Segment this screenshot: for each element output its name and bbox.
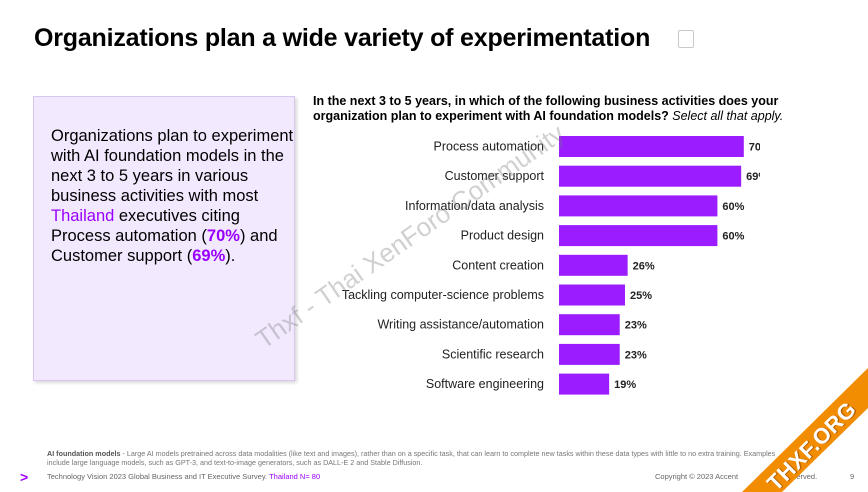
bar — [559, 165, 742, 187]
bar — [559, 314, 620, 336]
value-label: 69% — [746, 171, 760, 183]
summary-pct-1: 70% — [206, 227, 240, 245]
summary-part-1: Organizations plan to experiment with AI… — [51, 127, 294, 205]
summary-part-2: executives citing Process automation ( — [51, 207, 240, 245]
category-label: Tackling computer-science problems — [342, 288, 544, 302]
summary-box — [33, 96, 295, 381]
source-sample: Thailand N= 80 — [269, 472, 321, 481]
bar — [559, 195, 718, 217]
question-italic: Select all that apply. — [668, 109, 784, 123]
bar-chart: Process automation 70% Customer support 69%… — [342, 136, 760, 395]
ribbon-shape — [742, 368, 868, 492]
category-label: Process automation — [434, 140, 545, 154]
page-number: 9 — [850, 472, 855, 481]
summary-part-3: ) and Customer support ( — [51, 227, 278, 265]
summary-pct-2: 69% — [192, 247, 226, 265]
bar — [559, 254, 628, 276]
small-frame-icon — [678, 30, 694, 48]
brand-chevron-icon: > — [20, 469, 29, 485]
summary-part-4: ). — [225, 247, 236, 265]
copyright: Copyright © 2023 Accent s reserved. — [655, 472, 817, 481]
category-label: Software engineering — [426, 377, 544, 391]
summary-country: Thailand — [51, 207, 115, 225]
slide-title: Organizations plan a wide variety of exp… — [34, 24, 651, 52]
bar — [559, 225, 718, 247]
source-text: Technology Vision 2023 Global Business a… — [47, 472, 270, 481]
category-label: Scientific research — [442, 347, 544, 361]
category-label: Information/data analysis — [405, 199, 544, 213]
category-label: Customer support — [445, 169, 545, 183]
value-label: 25% — [630, 290, 652, 302]
bar — [559, 373, 610, 395]
bar — [559, 136, 744, 157]
bar — [559, 343, 620, 365]
copyright-head: Copyright © 2023 Accent — [655, 472, 739, 481]
value-label: 19% — [614, 379, 636, 391]
value-label: 23% — [625, 349, 647, 361]
corner-ribbon[interactable]: THXF.ORG — [742, 368, 868, 492]
summary-text: Organizations plan to experiment with AI… — [51, 126, 296, 266]
category-label: Product design — [461, 229, 544, 243]
value-label: 23% — [625, 320, 647, 332]
bar — [559, 284, 625, 306]
category-label: Writing assistance/automation — [377, 318, 544, 332]
value-label: 70% — [749, 142, 760, 154]
value-label: 60% — [722, 231, 744, 243]
footnote: AI foundation models - Large AI models p… — [47, 449, 777, 467]
value-label: 60% — [722, 201, 744, 213]
copyright-tail: s reserved. — [780, 472, 818, 481]
question-bold: In the next 3 to 5 years, in which of th… — [313, 94, 779, 123]
survey-question: In the next 3 to 5 years, in which of th… — [313, 94, 853, 124]
value-label: 26% — [633, 260, 655, 272]
category-label: Content creation — [452, 258, 544, 272]
source-note: Technology Vision 2023 Global Business a… — [47, 472, 320, 481]
footnote-text: - Large AI models pretrained across data… — [47, 449, 776, 467]
footnote-term: AI foundation models — [47, 449, 121, 458]
